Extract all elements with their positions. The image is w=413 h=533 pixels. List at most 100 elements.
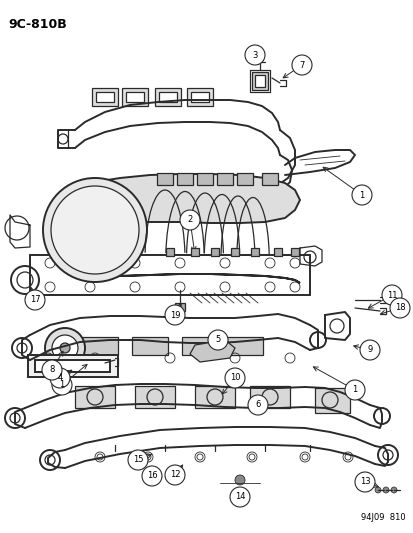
Text: 10: 10 xyxy=(229,374,240,383)
Text: 9: 9 xyxy=(366,345,372,354)
Circle shape xyxy=(52,375,72,395)
Circle shape xyxy=(51,186,139,274)
Text: 18: 18 xyxy=(394,303,404,312)
Text: 1: 1 xyxy=(358,190,364,199)
Text: 9C-810B: 9C-810B xyxy=(8,18,66,31)
Circle shape xyxy=(25,290,45,310)
Circle shape xyxy=(342,452,352,462)
Circle shape xyxy=(359,340,379,360)
Text: 14: 14 xyxy=(234,492,244,502)
Circle shape xyxy=(247,452,256,462)
Text: 4: 4 xyxy=(57,374,62,383)
Text: 15: 15 xyxy=(133,456,143,464)
Text: 1: 1 xyxy=(351,385,357,394)
Bar xyxy=(135,386,175,408)
Circle shape xyxy=(354,472,374,492)
Circle shape xyxy=(299,452,309,462)
Text: 5: 5 xyxy=(215,335,220,344)
Bar xyxy=(122,88,147,106)
Bar xyxy=(190,248,199,256)
Text: 7: 7 xyxy=(299,61,304,69)
Circle shape xyxy=(309,332,325,348)
Bar xyxy=(75,386,115,408)
Text: 17: 17 xyxy=(30,295,40,304)
Circle shape xyxy=(60,343,70,353)
Bar xyxy=(126,92,144,102)
Circle shape xyxy=(230,487,249,507)
Bar xyxy=(187,88,212,106)
Circle shape xyxy=(142,452,153,462)
Bar xyxy=(159,92,177,102)
Circle shape xyxy=(381,285,401,305)
Text: 3: 3 xyxy=(252,51,257,60)
Circle shape xyxy=(43,178,147,282)
Circle shape xyxy=(50,368,70,388)
Circle shape xyxy=(244,45,264,65)
Circle shape xyxy=(52,335,78,361)
Text: 11: 11 xyxy=(386,290,396,300)
Circle shape xyxy=(390,487,396,493)
Bar xyxy=(211,248,218,256)
Bar xyxy=(166,248,173,256)
Circle shape xyxy=(12,338,32,358)
Circle shape xyxy=(377,445,397,465)
Text: 6: 6 xyxy=(255,400,260,409)
Circle shape xyxy=(95,452,105,462)
Bar xyxy=(261,173,277,185)
Circle shape xyxy=(142,466,161,486)
Bar xyxy=(96,92,114,102)
Circle shape xyxy=(351,185,371,205)
Circle shape xyxy=(5,408,25,428)
Bar xyxy=(236,173,252,185)
Bar xyxy=(314,388,349,413)
Circle shape xyxy=(165,305,185,325)
Circle shape xyxy=(42,360,62,380)
Polygon shape xyxy=(95,174,299,283)
Circle shape xyxy=(344,380,364,400)
Circle shape xyxy=(5,216,29,240)
Circle shape xyxy=(374,487,380,493)
Text: 12: 12 xyxy=(169,471,180,480)
Circle shape xyxy=(291,55,311,75)
Bar xyxy=(226,337,262,355)
Circle shape xyxy=(382,487,388,493)
Bar xyxy=(249,386,289,408)
Bar xyxy=(92,88,118,106)
Bar xyxy=(190,92,209,102)
Circle shape xyxy=(195,452,204,462)
Circle shape xyxy=(224,368,244,388)
Circle shape xyxy=(40,450,60,470)
Bar xyxy=(82,337,118,355)
Text: 16: 16 xyxy=(146,472,157,481)
Bar xyxy=(154,88,180,106)
Text: 1: 1 xyxy=(59,381,64,390)
Circle shape xyxy=(247,395,267,415)
Text: 2: 2 xyxy=(187,215,192,224)
Bar xyxy=(182,337,218,355)
Circle shape xyxy=(165,465,185,485)
Text: 8: 8 xyxy=(49,366,55,375)
Bar xyxy=(197,173,212,185)
Polygon shape xyxy=(190,340,235,362)
Text: 19: 19 xyxy=(169,311,180,319)
Bar xyxy=(132,337,168,355)
Bar xyxy=(252,72,267,90)
Bar xyxy=(254,75,264,87)
Bar xyxy=(290,248,298,256)
Bar xyxy=(177,173,192,185)
Bar xyxy=(28,355,118,377)
Circle shape xyxy=(180,210,199,230)
Text: 13: 13 xyxy=(359,478,369,487)
Circle shape xyxy=(45,328,85,368)
Bar xyxy=(250,248,259,256)
Circle shape xyxy=(235,475,244,485)
Bar xyxy=(216,173,233,185)
Circle shape xyxy=(207,330,228,350)
Bar xyxy=(195,386,235,408)
Bar xyxy=(175,303,185,311)
Bar xyxy=(35,360,110,372)
Circle shape xyxy=(11,266,39,294)
Circle shape xyxy=(128,450,147,470)
Bar xyxy=(157,173,173,185)
Bar xyxy=(230,248,238,256)
